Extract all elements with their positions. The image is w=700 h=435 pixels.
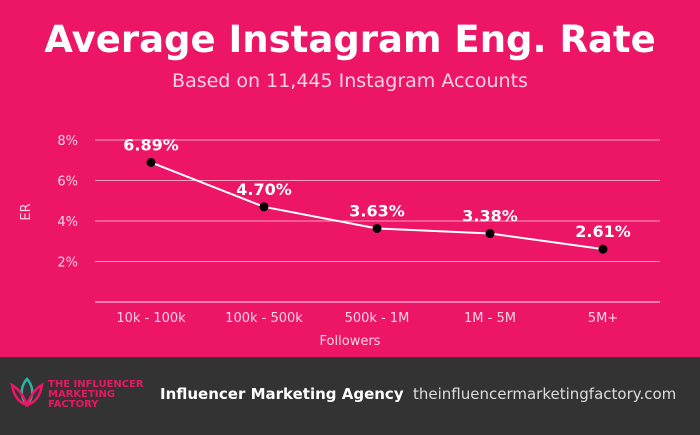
x-tick-label: 500k - 1M bbox=[345, 311, 410, 326]
y-tick-label: 4% bbox=[57, 215, 78, 230]
x-tick-label: 1M - 5M bbox=[464, 311, 516, 326]
x-tick-label: 10k - 100k bbox=[116, 311, 186, 326]
logo: THE INFLUENCER MARKETING FACTORY bbox=[10, 377, 150, 417]
chart-subtitle: Based on 11,445 Instagram Accounts bbox=[172, 70, 528, 92]
agency-label: Influencer Marketing Agency bbox=[160, 385, 404, 403]
y-axis-label: ER bbox=[19, 203, 34, 220]
data-point bbox=[259, 202, 269, 212]
data-label: 6.89% bbox=[123, 135, 179, 154]
x-tick-label: 100k - 500k bbox=[225, 311, 303, 326]
lotus-logo-icon bbox=[10, 377, 44, 407]
y-tick-label: 8% bbox=[57, 134, 78, 149]
x-axis-label: Followers bbox=[320, 334, 381, 349]
y-tick-label: 2% bbox=[57, 256, 78, 271]
data-label: 2.61% bbox=[575, 222, 631, 241]
data-label: 4.70% bbox=[236, 180, 292, 199]
data-point bbox=[598, 244, 608, 254]
data-label: 3.63% bbox=[349, 201, 405, 220]
data-point bbox=[372, 223, 382, 233]
website-link[interactable]: theinfluencermarketingfactory.com bbox=[413, 385, 677, 403]
footer: THE INFLUENCER MARKETING FACTORY Influen… bbox=[0, 357, 700, 435]
chart-title: Average Instagram Eng. Rate bbox=[44, 18, 656, 61]
data-label: 3.38% bbox=[462, 207, 518, 226]
data-point bbox=[146, 157, 156, 167]
y-tick-label: 6% bbox=[57, 175, 78, 190]
x-tick-label: 5M+ bbox=[588, 311, 618, 326]
line-chart: 2% 4% 6% 8% 10k - 100k 100k - 500k 500k - 1M 1M… bbox=[19, 134, 660, 349]
data-point bbox=[485, 229, 495, 239]
logo-text: THE INFLUENCER MARKETING FACTORY bbox=[48, 379, 144, 410]
